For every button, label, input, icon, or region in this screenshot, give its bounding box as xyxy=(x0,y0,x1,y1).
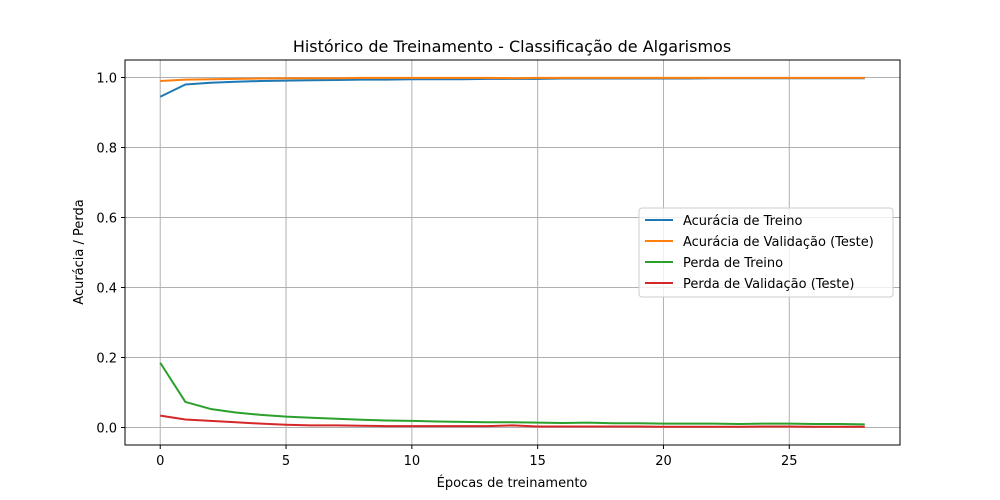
x-tick-label: 5 xyxy=(282,454,290,469)
legend-label-4: Perda de Validação (Teste) xyxy=(683,277,854,292)
legend-label-3: Perda de Treino xyxy=(683,256,783,271)
series-line-2 xyxy=(160,76,865,82)
x-tick-label: 0 xyxy=(156,454,164,469)
plot-frame xyxy=(124,59,901,446)
legend-box xyxy=(638,207,894,298)
y-tick-label: 0.2 xyxy=(96,352,117,367)
y-tick-label: 0.6 xyxy=(96,212,117,227)
x-tick-label: 15 xyxy=(529,454,546,469)
legend-label-2: Acurácia de Validação (Teste) xyxy=(683,235,874,250)
x-tick-label: 10 xyxy=(404,454,421,469)
chart-title: Histórico de Treinamento - Classificação… xyxy=(293,37,731,56)
y-tick-label: 1.0 xyxy=(96,72,117,87)
y-tick-label: 0.4 xyxy=(96,282,117,297)
x-axis: 0 5 10 15 20 25 xyxy=(156,445,798,469)
y-axis: 0.0 0.2 0.4 0.6 0.8 1.0 xyxy=(96,72,125,437)
y-axis-label: Acurácia / Perda xyxy=(72,199,87,304)
x-tick-label: 20 xyxy=(655,454,672,469)
legend-label-1: Acurácia de Treino xyxy=(683,214,803,229)
x-tick-label: 25 xyxy=(781,454,798,469)
series-line-4 xyxy=(160,414,865,428)
legend: Acurácia de Treino Acurácia de Validação … xyxy=(638,207,894,298)
series-lines xyxy=(159,76,865,428)
x-axis-label: Épocas de treinamento xyxy=(437,475,588,491)
y-tick-label: 0.8 xyxy=(96,142,117,157)
y-tick-label: 0.0 xyxy=(96,422,117,437)
series-line-3 xyxy=(159,362,865,426)
series-line-1 xyxy=(159,77,865,98)
